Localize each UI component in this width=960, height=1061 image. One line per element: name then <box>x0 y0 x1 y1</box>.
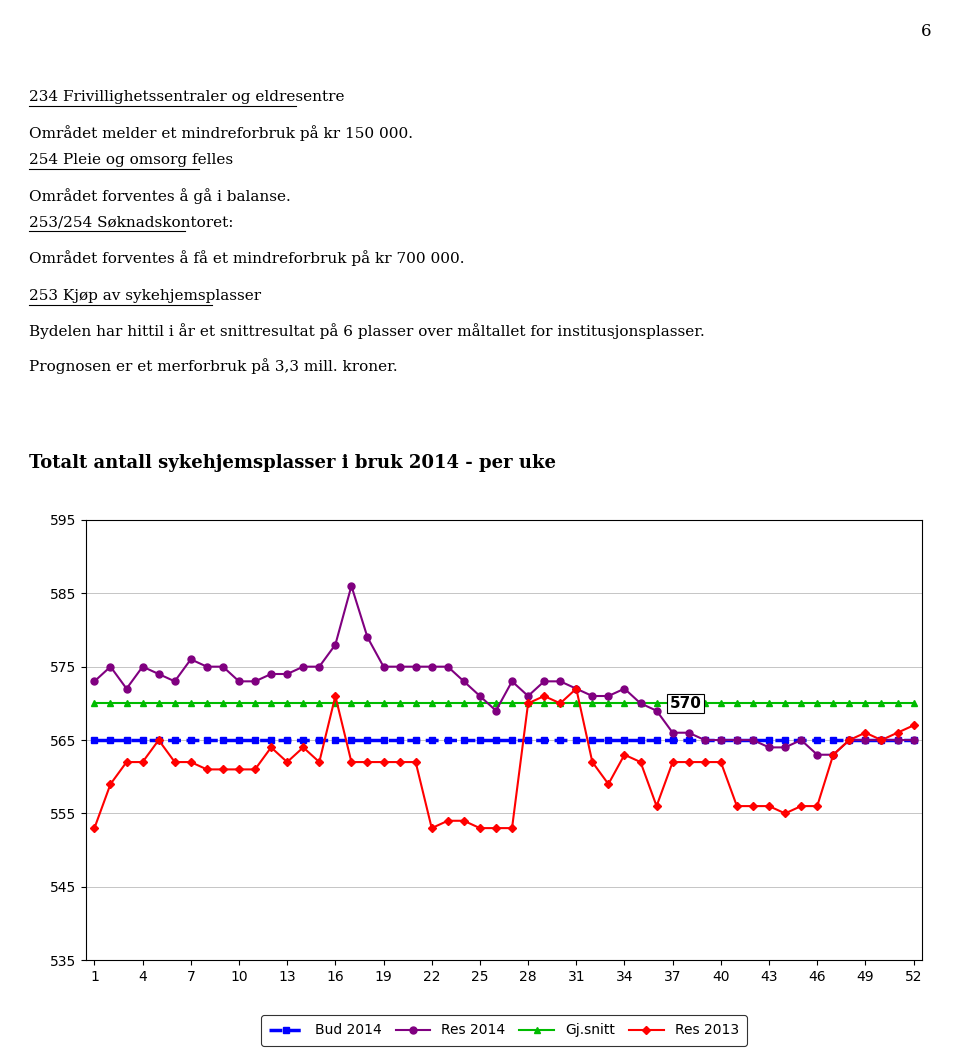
Res 2014 <box>635 697 646 710</box>
Res 2013 <box>908 719 920 732</box>
Bud 2014 <box>153 733 164 746</box>
Text: Området forventes å gå i balanse.: Området forventes å gå i balanse. <box>29 188 291 204</box>
Gj.snitt <box>153 697 164 710</box>
Text: Prognosen er et merforbruk på 3,3 mill. kroner.: Prognosen er et merforbruk på 3,3 mill. … <box>29 359 397 375</box>
Gj.snitt <box>844 697 855 710</box>
Res 2014 <box>394 660 405 673</box>
Text: Totalt antall sykehjemsplasser i bruk 2014 - per uke: Totalt antall sykehjemsplasser i bruk 20… <box>29 454 556 472</box>
Res 2013 <box>378 755 390 768</box>
Res 2013 <box>474 821 486 834</box>
Line: Res 2014: Res 2014 <box>91 582 917 759</box>
Res 2013 <box>570 682 582 695</box>
Text: 570: 570 <box>669 696 702 711</box>
Bud 2014 <box>474 733 486 746</box>
Bud 2014 <box>88 733 100 746</box>
Line: Bud 2014: Bud 2014 <box>91 737 917 743</box>
Gj.snitt <box>587 697 598 710</box>
Res 2013 <box>88 821 100 834</box>
Bud 2014 <box>378 733 390 746</box>
Res 2014 <box>908 733 920 746</box>
Bud 2014 <box>618 733 630 746</box>
Text: Området melder et mindreforbruk på kr 150 000.: Området melder et mindreforbruk på kr 15… <box>29 125 413 141</box>
Text: Bydelen har hittil i år et snittresultat på 6 plasser over måltallet for institu: Bydelen har hittil i år et snittresultat… <box>29 324 705 340</box>
Res 2013 <box>859 727 871 740</box>
Text: 6: 6 <box>921 23 931 40</box>
Bud 2014 <box>587 733 598 746</box>
Text: 254 Pleie og omsorg felles: 254 Pleie og omsorg felles <box>29 153 233 167</box>
Res 2014 <box>491 705 502 717</box>
Res 2013 <box>153 733 164 746</box>
Text: 234 Frivillighetssentraler og eldresentre: 234 Frivillighetssentraler og eldresentr… <box>29 90 345 104</box>
Bud 2014 <box>908 733 920 746</box>
Gj.snitt <box>88 697 100 710</box>
Res 2014 <box>811 748 823 761</box>
Res 2014 <box>539 675 550 688</box>
Res 2014 <box>346 579 357 592</box>
Res 2014 <box>153 667 164 680</box>
Res 2014 <box>88 675 100 688</box>
Legend: Bud 2014, Res 2014, Gj.snitt, Res 2013: Bud 2014, Res 2014, Gj.snitt, Res 2013 <box>261 1015 747 1046</box>
Res 2013 <box>603 778 614 790</box>
Text: 253/254 Søknadskontoret:: 253/254 Søknadskontoret: <box>29 215 233 229</box>
Res 2013 <box>635 755 646 768</box>
Gj.snitt <box>474 697 486 710</box>
Text: 253 Kjøp av sykehjemsplasser: 253 Kjøp av sykehjemsplasser <box>29 289 261 302</box>
Line: Gj.snitt: Gj.snitt <box>91 700 917 707</box>
Res 2014 <box>603 690 614 702</box>
Text: Området forventes å få et mindreforbruk på kr 700 000.: Området forventes å få et mindreforbruk … <box>29 250 465 266</box>
Gj.snitt <box>378 697 390 710</box>
Gj.snitt <box>618 697 630 710</box>
Gj.snitt <box>908 697 920 710</box>
Bud 2014 <box>844 733 855 746</box>
Line: Res 2013: Res 2013 <box>91 685 917 831</box>
